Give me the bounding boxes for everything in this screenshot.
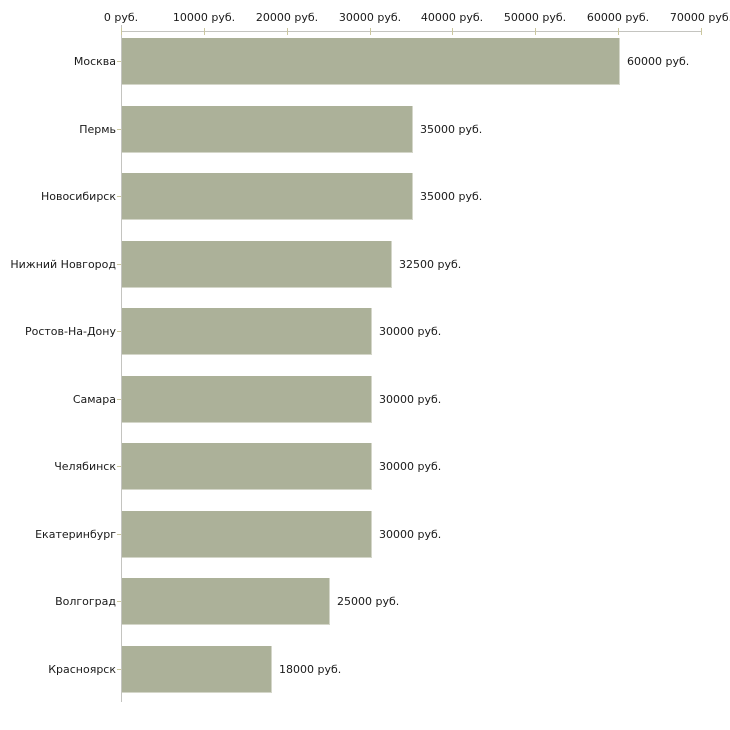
category-label: Новосибирск [40,190,116,203]
bar [122,511,372,558]
x-axis-tick-label: 10000 руб. [172,11,236,24]
y-axis-tick [117,534,121,535]
bar [122,173,413,220]
y-axis-tick [117,669,121,670]
value-label: 25000 руб. [337,595,400,608]
y-axis-tick [117,466,121,467]
value-label: 60000 руб. [627,55,690,68]
category-label: Нижний Новгород [10,258,116,271]
x-axis-tick-label: 60000 руб. [586,11,650,24]
bar [122,578,330,625]
y-axis-tick [117,264,121,265]
x-axis-tick [121,28,122,35]
value-label: 30000 руб. [379,528,442,541]
x-axis-tick-label: 30000 руб. [338,11,402,24]
y-axis-tick [117,129,121,130]
y-axis-tick [117,601,121,602]
x-axis-line [121,31,701,32]
category-label: Самара [72,393,116,406]
y-axis-tick [117,399,121,400]
bar [122,308,372,355]
value-label: 30000 руб. [379,325,442,338]
category-label: Екатеринбург [35,528,116,541]
value-label: 18000 руб. [279,663,342,676]
category-label: Москва [73,55,116,68]
y-axis-tick [117,61,121,62]
x-axis-tick-label: 50000 руб. [503,11,567,24]
x-axis-tick [204,28,205,35]
x-axis-tick [701,28,702,35]
value-label: 30000 руб. [379,460,442,473]
value-label: 35000 руб. [420,123,483,136]
y-axis-tick [117,196,121,197]
x-axis-tick-label: 40000 руб. [420,11,484,24]
value-label: 32500 руб. [399,258,462,271]
category-label: Челябинск [54,460,116,473]
category-label: Красноярск [48,663,116,676]
x-axis-tick [535,28,536,35]
bar [122,38,620,85]
value-label: 30000 руб. [379,393,442,406]
bar [122,376,372,423]
x-axis-tick [618,28,619,35]
x-axis-tick [452,28,453,35]
y-axis-line [121,25,122,702]
value-label: 35000 руб. [420,190,483,203]
x-axis-tick-label: 0 руб. [103,11,139,24]
bar [122,443,372,490]
category-label: Волгоград [55,595,116,608]
x-axis-tick-label: 70000 руб. [669,11,730,24]
x-axis-tick [370,28,371,35]
y-axis-tick [117,331,121,332]
category-label: Пермь [79,123,116,136]
x-axis-tick-label: 20000 руб. [255,11,319,24]
category-label: Ростов-На-Дону [24,325,116,338]
bar [122,106,413,153]
x-axis-tick [287,28,288,35]
bar [122,646,272,693]
bar [122,241,392,288]
